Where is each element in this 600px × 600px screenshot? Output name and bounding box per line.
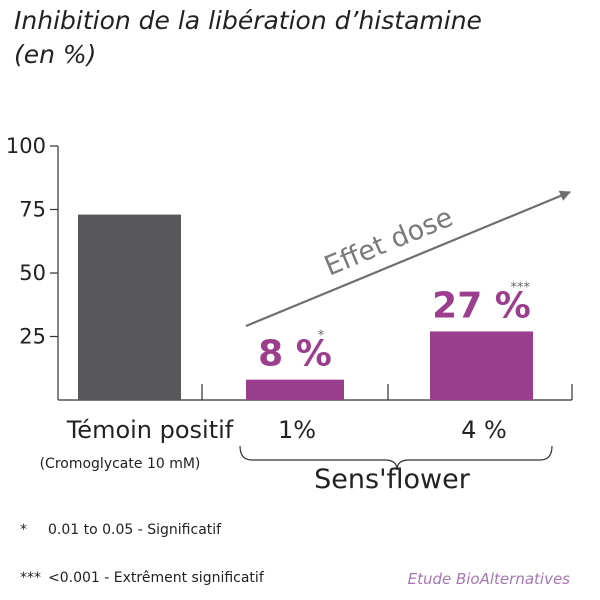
- title-line-2: (en %): [14, 40, 97, 69]
- y-tick-label: 100: [6, 134, 46, 158]
- bar: [78, 214, 181, 400]
- footnote-1: * 0.01 to 0.05 - Significatif: [20, 522, 221, 538]
- title-line-1: Inhibition de la libération d’histamine: [14, 6, 482, 35]
- footnote-symbol: *: [20, 522, 27, 538]
- x-category-label: Témoin positif: [66, 416, 234, 444]
- y-tick-label: 50: [19, 261, 46, 285]
- significance-star: *: [318, 329, 325, 344]
- y-tick-label: 75: [19, 198, 46, 222]
- footnote-text: <0.001 - Extrêment significatif: [48, 570, 264, 586]
- group-brace: [239, 445, 553, 471]
- x-category-label: 4 %: [461, 416, 507, 444]
- bars: [78, 214, 533, 400]
- footnote-text: 0.01 to 0.05 - Significatif: [48, 522, 222, 538]
- bar-value-label: 8 %: [258, 334, 332, 375]
- dose-arrow: [245, 190, 572, 328]
- significance-star: ***: [511, 280, 531, 295]
- chart-title: Inhibition de la libération d’histamine …: [14, 4, 482, 72]
- y-tick-label: 25: [19, 325, 46, 349]
- bar-value-label: 27 %: [432, 285, 531, 326]
- source-credit: Etude BioAlternatives: [407, 570, 570, 588]
- axes: 25 50 75 100: [6, 134, 573, 401]
- group-label: Sens'flower: [314, 464, 471, 495]
- dose-annotation: Effet dose: [320, 202, 457, 283]
- x-category-sublabel: (Cromoglycate 10 mM): [40, 456, 201, 472]
- footnote-symbol: ***: [20, 570, 41, 586]
- footnote-2: *** <0.001 - Extrêment significatif: [20, 570, 264, 586]
- bar: [430, 331, 533, 400]
- x-category-label: 1%: [278, 416, 316, 444]
- bar: [246, 379, 344, 400]
